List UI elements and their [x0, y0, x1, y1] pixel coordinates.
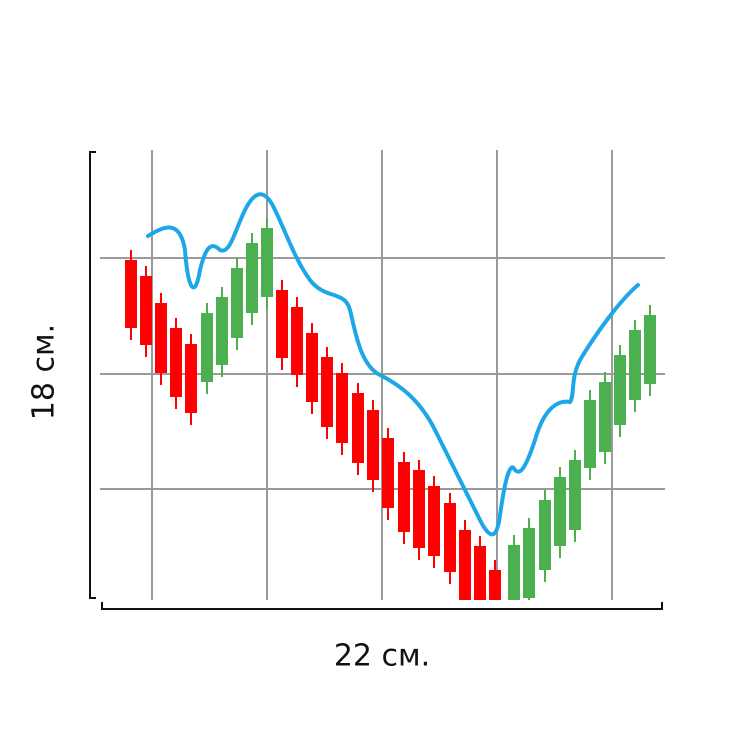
candle-body	[185, 344, 197, 413]
candle-body	[231, 268, 243, 338]
candle-body	[352, 393, 364, 463]
candle-body	[428, 486, 440, 556]
candle-body	[382, 438, 394, 508]
height-bracket	[89, 151, 96, 599]
candle-body	[614, 355, 626, 425]
candle-body	[508, 545, 520, 600]
candle-body	[246, 243, 258, 313]
candle-body	[444, 503, 456, 572]
candle-body	[644, 315, 656, 384]
candle-body	[599, 382, 611, 452]
candle-body	[276, 290, 288, 358]
candle-body	[291, 307, 303, 375]
candle-body	[569, 460, 581, 530]
height-label: 18 см.	[27, 324, 62, 420]
candle-body	[336, 373, 348, 443]
candle-body	[459, 530, 471, 600]
width-label: 22 см.	[334, 639, 430, 674]
candle-body	[125, 260, 137, 328]
trend-curve	[146, 192, 640, 537]
candle-body	[261, 228, 273, 297]
candle-body	[584, 400, 596, 468]
width-bracket	[101, 602, 663, 610]
candle-body	[170, 328, 182, 397]
candle-body	[554, 477, 566, 546]
candle-body	[523, 528, 535, 598]
candle-body	[140, 276, 152, 345]
candle-body	[216, 297, 228, 365]
candle-body	[201, 313, 213, 382]
candle-body	[155, 303, 167, 373]
candle-body	[398, 462, 410, 532]
candle-body	[539, 500, 551, 570]
candle-body	[474, 546, 486, 600]
candle-body	[321, 357, 333, 427]
candle-body	[367, 410, 379, 480]
candle-body	[489, 570, 501, 600]
candle-body	[629, 330, 641, 400]
candle-body	[413, 470, 425, 548]
candle-body	[306, 333, 318, 402]
candles	[125, 218, 656, 600]
